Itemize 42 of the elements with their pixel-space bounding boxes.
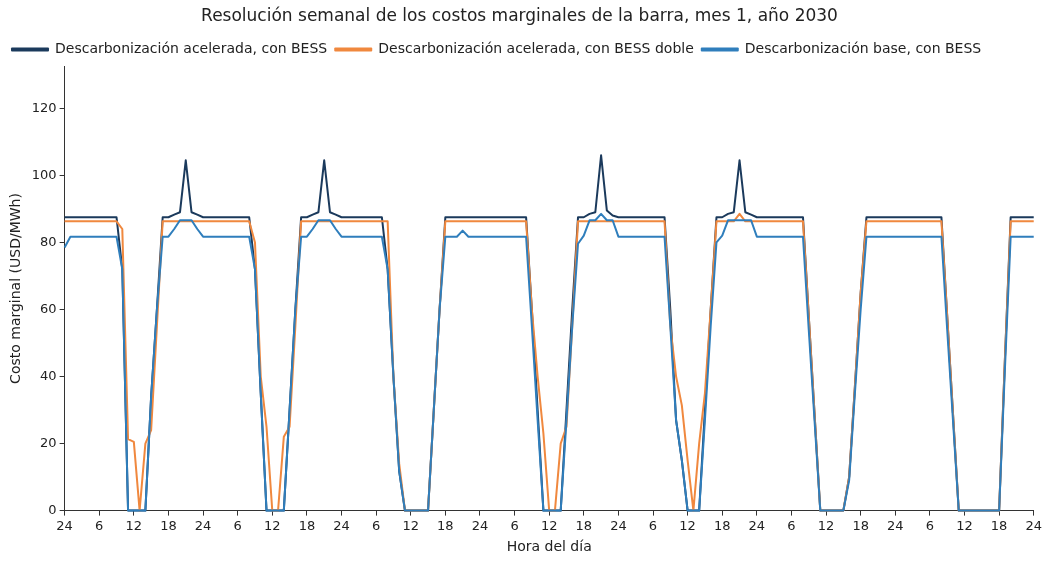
- legend-label: Descarbonización acelerada, con BESS doble: [378, 40, 694, 57]
- x-tick-label: 12: [956, 517, 973, 533]
- x-tick-label: 12: [264, 517, 281, 533]
- x-tick-label: 12: [125, 517, 143, 533]
- y-tick-label: 100: [31, 166, 57, 182]
- x-tick-label: 24: [887, 517, 904, 533]
- x-tick-label: 24: [1025, 517, 1042, 533]
- y-tick-label: 20: [40, 434, 57, 450]
- y-tick-label: 120: [31, 99, 57, 115]
- legend-label: Descarbonización acelerada, con BESS: [55, 40, 328, 57]
- y-tick-label: 40: [40, 367, 57, 383]
- y-tick-label: 0: [48, 501, 57, 517]
- x-tick-label: 6: [925, 517, 935, 533]
- legend-label: Descarbonización base, con BESS: [744, 40, 982, 57]
- x-axis-title: Hora del día: [506, 538, 592, 555]
- y-axis-title: Costo marginal (USD/MWh): [7, 193, 24, 384]
- y-tick-label: 60: [40, 300, 57, 316]
- x-tick-label: 6: [371, 517, 381, 533]
- x-tick-label: 12: [679, 517, 696, 533]
- x-tick-label: 18: [160, 517, 177, 533]
- y-tick-label: 80: [40, 233, 57, 249]
- x-tick-label: 6: [233, 517, 242, 533]
- x-tick-label: 24: [748, 517, 766, 533]
- x-tick-label: 18: [437, 517, 454, 533]
- x-tick-label: 18: [298, 517, 316, 533]
- x-tick-label: 12: [402, 517, 419, 533]
- x-tick-label: 24: [194, 517, 212, 533]
- x-tick-label: 12: [540, 517, 558, 533]
- x-tick-label: 18: [575, 517, 593, 533]
- chart-title: Resolución semanal de los costos marginales de la barra, mes 1, año 2030: [201, 4, 838, 25]
- x-tick-label: 6: [95, 517, 104, 533]
- x-tick-label: 24: [610, 517, 627, 533]
- x-tick-label: 18: [713, 517, 731, 533]
- x-tick-label: 24: [471, 517, 489, 533]
- x-tick-label: 18: [990, 517, 1008, 533]
- x-tick-label: 6: [648, 517, 658, 533]
- x-tick-label: 18: [852, 517, 869, 533]
- x-tick-label: 6: [510, 517, 519, 533]
- x-tick-label: 12: [817, 517, 835, 533]
- x-tick-label: 24: [56, 517, 73, 533]
- x-tick-label: 6: [787, 517, 796, 533]
- x-tick-label: 24: [333, 517, 350, 533]
